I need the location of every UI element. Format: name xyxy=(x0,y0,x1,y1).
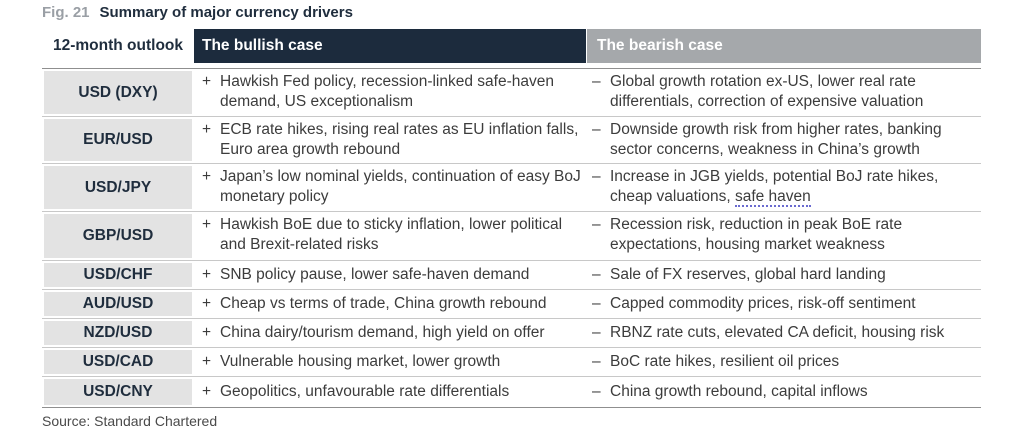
bearish-text: RBNZ rate cuts, elevated CA deficit, hou… xyxy=(610,324,945,341)
figure-number: Fig. 21 xyxy=(42,4,90,21)
bearish-text-main: Increase in JGB yields, potential BoJ ra… xyxy=(610,168,939,205)
minus-sign: – xyxy=(592,121,601,138)
table-row: AUD/USD + Cheap vs terms of trade, China… xyxy=(42,290,981,319)
minus-sign: – xyxy=(592,353,601,370)
table-row: GBP/USD + Hawkish BoE due to sticky infl… xyxy=(42,212,981,261)
bullish-cell: + Vulnerable housing market, lower growt… xyxy=(202,348,592,376)
bullish-cell: + Hawkish BoE due to sticky inflation, l… xyxy=(202,212,592,260)
bullish-text: Geopolitics, unfavourable rate different… xyxy=(220,383,510,400)
bearish-text: Recession risk, reduction in peak BoE ra… xyxy=(610,216,903,253)
table-row: NZD/USD + China dairy/tourism demand, hi… xyxy=(42,319,981,348)
header-bullish: The bullish case xyxy=(194,29,586,63)
bearish-cell: – Global growth rotation ex-US, lower re… xyxy=(592,69,980,116)
table-row: USD/CAD + Vulnerable housing market, low… xyxy=(42,348,981,377)
bearish-cell: – Sale of FX reserves, global hard landi… xyxy=(592,261,980,289)
bearish-cell: – Capped commodity prices, risk-off sent… xyxy=(592,290,980,318)
header-bearish: The bearish case xyxy=(587,29,981,63)
header-outlook: 12-month outlook xyxy=(52,37,184,54)
table-top-rule xyxy=(42,68,981,69)
plus-sign: + xyxy=(202,73,212,90)
bearish-cell: – RBNZ rate cuts, elevated CA deficit, h… xyxy=(592,319,980,347)
table-row: USD (DXY) + Hawkish Fed policy, recessio… xyxy=(42,69,981,117)
bullish-text: SNB policy pause, lower safe-haven deman… xyxy=(220,266,530,283)
bullish-text: Hawkish BoE due to sticky inflation, low… xyxy=(220,216,563,253)
currency-pair: AUD/USD xyxy=(44,292,192,316)
bearish-text: Increase in JGB yields, potential BoJ ra… xyxy=(610,167,980,207)
currency-pair: GBP/USD xyxy=(44,214,192,258)
bullish-cell: + Cheap vs terms of trade, China growth … xyxy=(202,290,592,318)
bullish-cell: + ECB rate hikes, rising real rates as E… xyxy=(202,117,592,163)
table-row: EUR/USD + ECB rate hikes, rising real ra… xyxy=(42,117,981,164)
bearish-text: Downside growth risk from higher rates, … xyxy=(610,121,942,158)
bearish-cell: – Downside growth risk from higher rates… xyxy=(592,117,980,163)
plus-sign: + xyxy=(202,324,212,341)
bearish-text: BoC rate hikes, resilient oil prices xyxy=(610,353,840,370)
bullish-cell: + China dairy/tourism demand, high yield… xyxy=(202,319,592,347)
bearish-cell: – BoC rate hikes, resilient oil prices xyxy=(592,348,980,376)
source-note: Source: Standard Chartered xyxy=(42,413,218,429)
bullish-text: Japan’s low nominal yields, continuation… xyxy=(220,168,581,205)
bullish-text: Hawkish Fed policy, recession-linked saf… xyxy=(220,73,554,110)
bullish-text: China dairy/tourism demand, high yield o… xyxy=(220,324,545,341)
minus-sign: – xyxy=(592,383,601,400)
table-row: USD/CNY + Geopolitics, unfavourable rate… xyxy=(42,377,981,407)
figure-title-text: Summary of major currency drivers xyxy=(99,4,353,21)
bullish-text: Vulnerable housing market, lower growth xyxy=(220,353,501,370)
table-bottom-rule xyxy=(42,407,981,408)
currency-pair: USD (DXY) xyxy=(44,71,192,114)
currency-pair: NZD/USD xyxy=(44,321,192,345)
table-row: USD/CHF + SNB policy pause, lower safe-h… xyxy=(42,261,981,290)
plus-sign: + xyxy=(202,295,212,312)
figure-title: Fig. 21 Summary of major currency drivers xyxy=(42,4,353,21)
bearish-text: Global growth rotation ex-US, lower real… xyxy=(610,73,924,110)
currency-pair: EUR/USD xyxy=(44,119,192,161)
bullish-text: Cheap vs terms of trade, China growth re… xyxy=(220,295,547,312)
bearish-text: Capped commodity prices, risk-off sentim… xyxy=(610,295,916,312)
bullish-cell: + Japan’s low nominal yields, continuati… xyxy=(202,164,592,211)
plus-sign: + xyxy=(202,168,212,185)
table-row: USD/JPY + Japan’s low nominal yields, co… xyxy=(42,164,981,212)
minus-sign: – xyxy=(592,168,601,185)
bullish-cell: + SNB policy pause, lower safe-haven dem… xyxy=(202,261,592,289)
bullish-cell: + Geopolitics, unfavourable rate differe… xyxy=(202,377,592,407)
bearish-text-underlined: safe haven xyxy=(734,188,811,207)
plus-sign: + xyxy=(202,353,212,370)
bearish-cell: – Increase in JGB yields, potential BoJ … xyxy=(592,164,980,211)
bullish-cell: + Hawkish Fed policy, recession-linked s… xyxy=(202,69,592,116)
currency-pair: USD/CHF xyxy=(44,263,192,287)
bullish-text: ECB rate hikes, rising real rates as EU … xyxy=(220,121,579,158)
currency-pair: USD/JPY xyxy=(44,166,192,209)
bearish-text: Sale of FX reserves, global hard landing xyxy=(610,266,886,283)
minus-sign: – xyxy=(592,324,601,341)
plus-sign: + xyxy=(202,121,212,138)
plus-sign: + xyxy=(202,216,212,233)
bearish-cell: – Recession risk, reduction in peak BoE … xyxy=(592,212,980,260)
plus-sign: + xyxy=(202,266,212,283)
minus-sign: – xyxy=(592,295,601,312)
currency-pair: USD/CNY xyxy=(44,379,192,405)
minus-sign: – xyxy=(592,73,601,90)
minus-sign: – xyxy=(592,266,601,283)
minus-sign: – xyxy=(592,216,601,233)
currency-pair: USD/CAD xyxy=(44,350,192,374)
bearish-cell: – China growth rebound, capital inflows xyxy=(592,377,980,407)
plus-sign: + xyxy=(202,383,212,400)
bearish-text: China growth rebound, capital inflows xyxy=(610,383,868,400)
